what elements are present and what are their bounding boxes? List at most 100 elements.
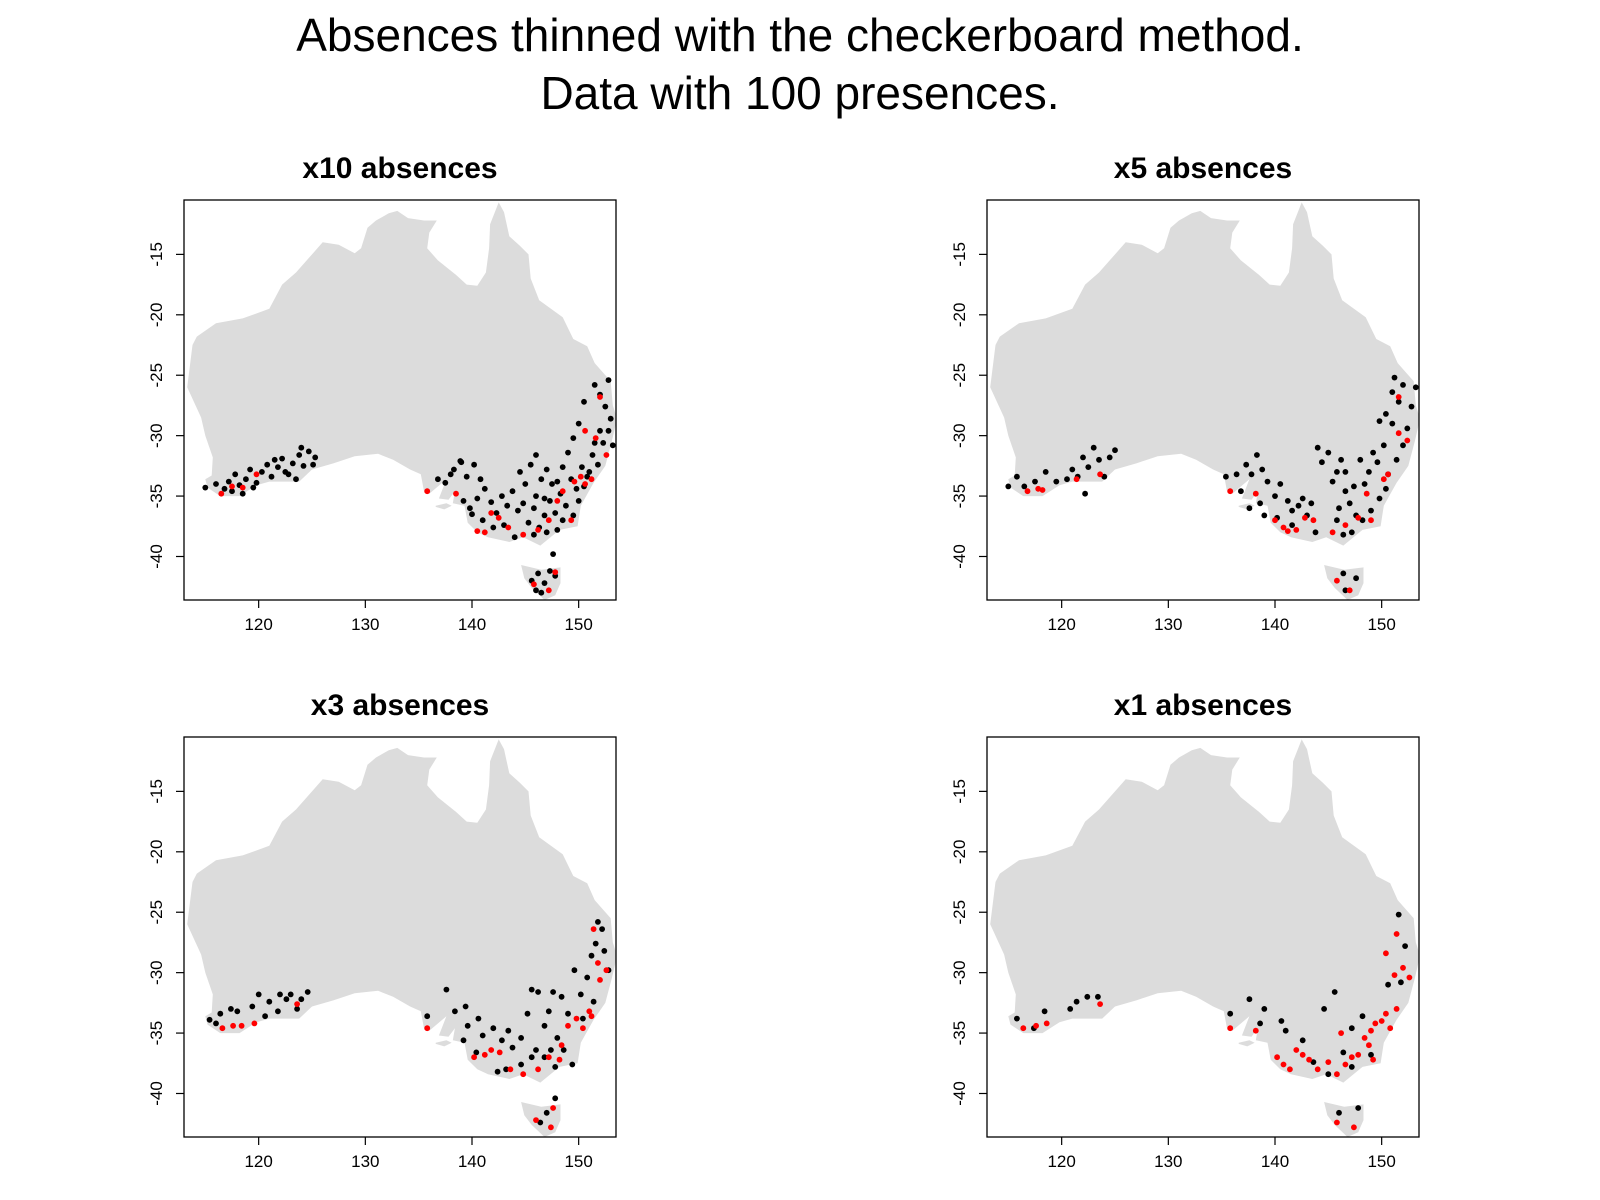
absence-point bbox=[1299, 1037, 1306, 1044]
absence-point bbox=[1314, 444, 1321, 451]
presence-point bbox=[1355, 514, 1362, 521]
absence-point bbox=[570, 512, 577, 519]
plot-area bbox=[187, 202, 616, 600]
absence-point bbox=[1021, 483, 1028, 490]
absence-point bbox=[541, 512, 548, 519]
presence-point bbox=[424, 488, 431, 495]
absence-point bbox=[304, 989, 311, 995]
presence-point bbox=[592, 435, 599, 441]
absence-point bbox=[541, 1022, 548, 1029]
y-tick-label: -25 bbox=[950, 900, 969, 925]
absence-point bbox=[531, 505, 537, 512]
x-tick-label: 130 bbox=[351, 615, 379, 634]
presence-point bbox=[1280, 524, 1287, 531]
absence-point bbox=[1084, 993, 1091, 1000]
absence-point bbox=[228, 1006, 234, 1012]
x-tick-label: 150 bbox=[564, 1152, 592, 1171]
absence-point bbox=[501, 522, 507, 528]
presence-point bbox=[1020, 1025, 1027, 1032]
absence-point bbox=[1257, 1020, 1263, 1027]
presence-point bbox=[548, 1124, 554, 1131]
absence-point bbox=[592, 940, 599, 947]
absence-point bbox=[577, 991, 584, 998]
absence-point bbox=[1334, 469, 1340, 475]
absence-point bbox=[458, 459, 465, 466]
y-tick-label: -35 bbox=[950, 1021, 969, 1046]
absence-point bbox=[1312, 529, 1319, 536]
absence-point bbox=[590, 998, 597, 1005]
absence-point bbox=[1069, 466, 1076, 473]
absence-point bbox=[595, 919, 601, 925]
absence-point bbox=[312, 454, 319, 461]
presence-point bbox=[1329, 529, 1336, 536]
absence-point bbox=[1073, 998, 1080, 1005]
presence-point bbox=[496, 1049, 503, 1056]
x-tick-label: 130 bbox=[1154, 615, 1182, 634]
presence-point bbox=[229, 483, 235, 490]
presence-point bbox=[1391, 972, 1398, 978]
presence-point bbox=[1293, 1047, 1300, 1053]
absence-point bbox=[550, 551, 556, 557]
absence-point bbox=[464, 1022, 471, 1029]
absence-point bbox=[595, 461, 601, 468]
absence-point bbox=[559, 517, 566, 524]
presence-point bbox=[1372, 1020, 1379, 1027]
absence-point bbox=[1389, 420, 1396, 427]
absence-point bbox=[581, 398, 587, 405]
x-tick-label: 140 bbox=[458, 1152, 486, 1171]
absence-point bbox=[552, 1095, 559, 1102]
absence-point bbox=[559, 464, 566, 470]
map-panel-1: x10 absences 120 130 140 150 -15 -20 -25 -30 -35 -… bbox=[147, 152, 617, 634]
absence-point bbox=[275, 1008, 281, 1015]
land-kangaroo-island bbox=[1238, 503, 1255, 510]
absence-point bbox=[541, 1054, 548, 1061]
presence-point bbox=[571, 478, 578, 485]
absence-point bbox=[517, 469, 523, 475]
land-mainland bbox=[990, 739, 1419, 1083]
presence-point bbox=[1404, 437, 1411, 444]
presence-point bbox=[1338, 1030, 1344, 1036]
absence-point bbox=[1348, 1064, 1355, 1070]
absence-point bbox=[1248, 471, 1255, 478]
absence-point bbox=[481, 485, 488, 492]
y-tick-label: -35 bbox=[950, 484, 969, 509]
absence-point bbox=[599, 926, 605, 932]
absence-point bbox=[528, 1054, 535, 1061]
presence-point bbox=[1342, 522, 1349, 528]
absence-point bbox=[1261, 1006, 1268, 1012]
absence-point bbox=[1289, 522, 1295, 528]
absence-point bbox=[452, 1008, 458, 1015]
presence-point bbox=[1387, 1025, 1394, 1032]
presence-point bbox=[230, 1022, 237, 1029]
absence-point bbox=[499, 493, 505, 499]
presence-point bbox=[471, 1054, 477, 1061]
absence-point bbox=[524, 1010, 531, 1017]
x-tick-label: 130 bbox=[351, 1152, 379, 1171]
land-mainland bbox=[187, 739, 616, 1083]
absence-point bbox=[1308, 500, 1315, 507]
absence-point bbox=[1336, 505, 1342, 512]
absence-point bbox=[591, 382, 598, 388]
absence-point bbox=[1331, 989, 1338, 995]
absence-point bbox=[442, 479, 449, 486]
absence-point bbox=[573, 485, 580, 492]
presence-point bbox=[1363, 490, 1370, 497]
absence-point bbox=[575, 420, 582, 427]
absence-point bbox=[1319, 459, 1325, 466]
absence-point bbox=[277, 991, 283, 998]
absence-point bbox=[1400, 382, 1406, 388]
land-kangaroo-island bbox=[435, 503, 452, 510]
absence-point bbox=[202, 484, 209, 491]
presence-point bbox=[1346, 587, 1353, 594]
absence-point bbox=[253, 479, 260, 486]
y-tick-label: -35 bbox=[147, 1021, 166, 1046]
absence-point bbox=[462, 1003, 469, 1010]
absence-point bbox=[1042, 469, 1049, 475]
absence-point bbox=[1106, 454, 1113, 461]
presence-point bbox=[1393, 931, 1400, 937]
absence-point bbox=[571, 967, 578, 974]
absence-point bbox=[1067, 1006, 1074, 1012]
absence-point bbox=[509, 1044, 516, 1051]
absence-point bbox=[1389, 389, 1396, 395]
